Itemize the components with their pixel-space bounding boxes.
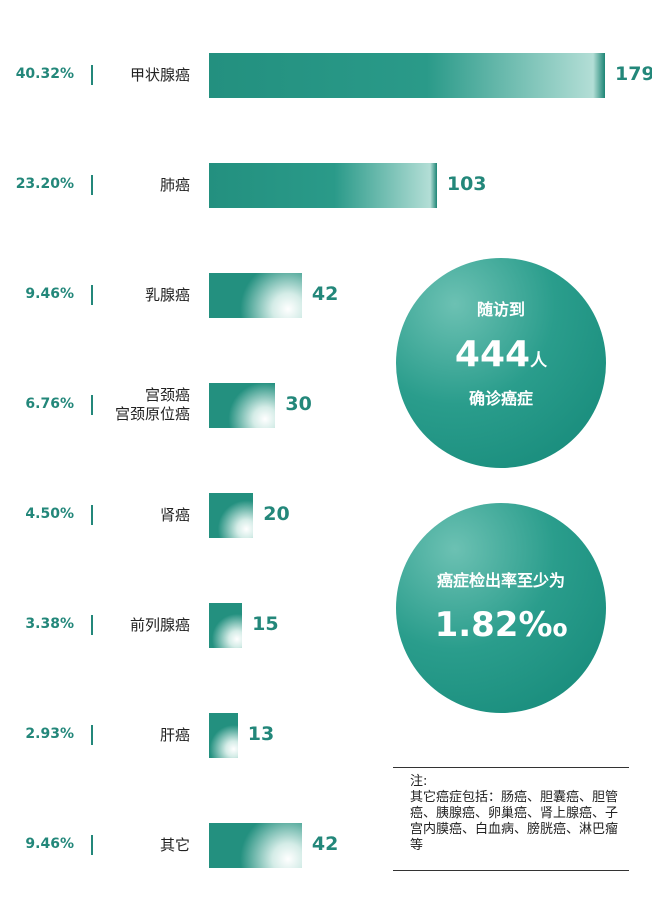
category-label: 其它: [159, 835, 190, 854]
note-text: 其它癌症包括：肠癌、胆囊癌、胆管癌、胰腺癌、卵巢癌、肾上腺癌、子宫内膜癌、白血病…: [410, 790, 619, 853]
bar: [209, 823, 302, 868]
value-label: 42: [311, 833, 339, 855]
category-label: 肾癌: [159, 505, 190, 524]
share-label: 2.93%: [25, 726, 74, 742]
bar: [209, 163, 437, 208]
category-label: 宫颈癌 宫颈原位癌: [114, 386, 190, 423]
separator: [91, 615, 93, 635]
bar: [209, 383, 276, 428]
separator: [91, 725, 93, 745]
value-label: 20: [263, 503, 290, 525]
callout-text: 随访到: [476, 300, 525, 319]
share-label: 40.32%: [15, 66, 74, 82]
separator: [91, 835, 93, 855]
value-label: 42: [311, 283, 339, 305]
share-label: 4.50%: [25, 506, 74, 522]
category-label: 甲状腺癌: [129, 65, 190, 84]
value-label: 15: [252, 613, 279, 635]
share-label: 3.38%: [25, 616, 74, 632]
bar: [209, 603, 243, 648]
category-label: 肝癌: [159, 725, 190, 744]
bar: [209, 493, 254, 538]
category-label: 前列腺癌: [129, 615, 190, 634]
share-label: 9.46%: [25, 836, 74, 852]
bar: [209, 273, 302, 318]
callout-circle: 癌症检出率至少为 1.82‰: [396, 503, 606, 713]
value-label: 103: [446, 173, 487, 195]
value-label: 30: [285, 393, 312, 415]
callout-text: 确诊癌症: [468, 389, 533, 408]
callout-text: 癌症检出率至少为: [436, 571, 565, 590]
value-label: 13: [247, 723, 275, 745]
callout-circle: 随访到 444人 确诊癌症: [396, 258, 606, 468]
separator: [91, 65, 93, 85]
note: 注: 其它癌症包括：肠癌、胆囊癌、胆管癌、胰腺癌、卵巢癌、肾上腺癌、子宫内膜癌、…: [393, 767, 629, 871]
separator: [91, 395, 93, 415]
note-title: 注:: [410, 774, 428, 789]
bar: [209, 53, 605, 98]
callout-number: 444: [454, 334, 531, 375]
value-label: 179: [615, 63, 652, 85]
share-label: 6.76%: [25, 396, 74, 412]
separator: [91, 285, 93, 305]
category-label: 乳腺癌: [144, 285, 190, 304]
category-label: 肺癌: [159, 175, 190, 194]
callout-number: 1.82‰: [434, 605, 568, 645]
share-label: 23.20%: [15, 176, 74, 192]
bar: [209, 713, 238, 758]
share-label: 9.46%: [25, 286, 74, 302]
separator: [91, 505, 93, 525]
callout-unit: 人: [530, 351, 548, 371]
separator: [91, 175, 93, 195]
